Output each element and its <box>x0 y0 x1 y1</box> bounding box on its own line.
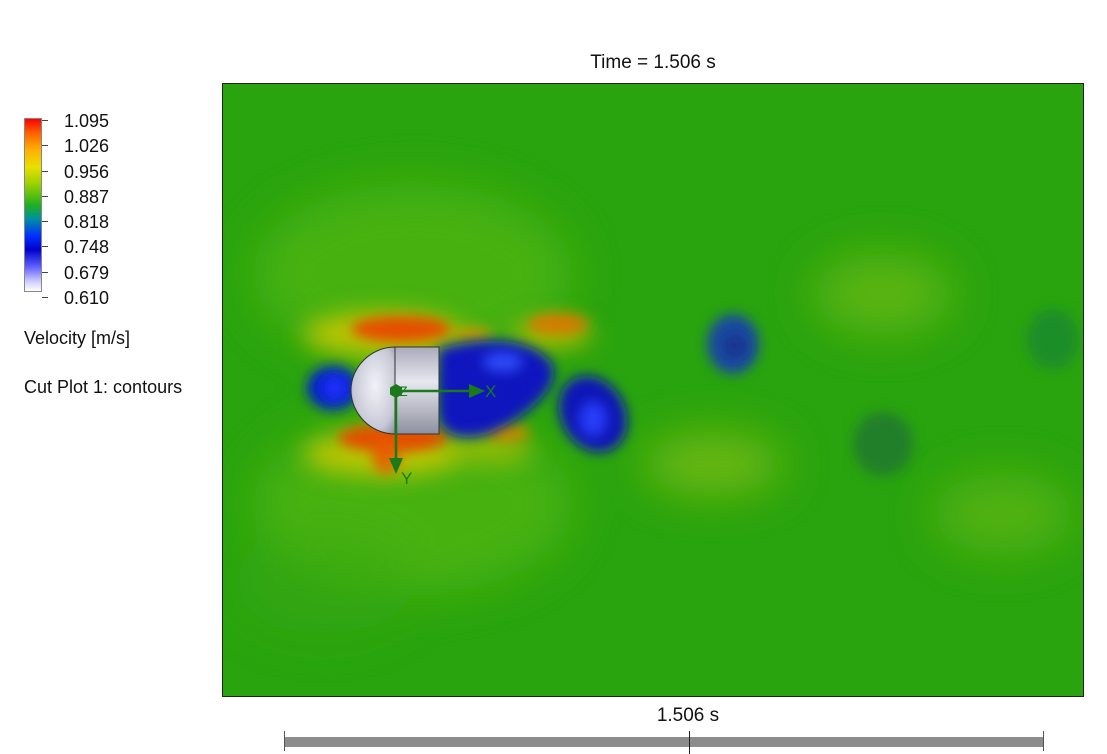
colorbar-tick: 0.679 <box>42 264 109 293</box>
stagnation-zone <box>307 366 359 410</box>
timeline-track[interactable] <box>284 737 1044 747</box>
velocity-contour-field: X Y Z <box>223 84 1083 696</box>
colorbar-tick: 1.095 <box>42 112 109 141</box>
colorbar-tick: 1.026 <box>42 137 109 166</box>
coordinate-triad: X Y Z <box>389 382 496 488</box>
timeline-time-readout: 1.506 s <box>656 705 720 726</box>
timeline-start-tick <box>284 731 285 751</box>
colorbar-tick: 0.887 <box>42 188 109 217</box>
colorbar-tick: 0.748 <box>42 238 109 267</box>
colorbar-tick: 0.956 <box>42 162 109 192</box>
quantity-label: Velocity [m/s] <box>24 328 131 348</box>
triad-y-label: Y <box>401 469 412 488</box>
wake-vortex-cores <box>483 334 747 437</box>
color-legend: 1.095 1.026 0.956 0.887 0.818 0.748 0.67… <box>24 112 214 307</box>
accel-zones-red <box>338 314 588 474</box>
colorbar-tick: 0.818 <box>42 213 109 242</box>
colorbar <box>24 118 42 292</box>
timeline-end-tick <box>1043 731 1044 751</box>
plot-title: Time = 1.506 s <box>590 52 716 73</box>
timeline-current-marker[interactable] <box>689 731 690 754</box>
colorbar-ticks: 1.095 1.026 0.956 0.887 0.818 0.748 0.67… <box>42 112 109 318</box>
triad-x-label: X <box>485 382 496 401</box>
cut-plot-viewport[interactable]: X Y Z <box>222 83 1084 697</box>
cut-plot-label: Cut Plot 1: contours <box>24 377 183 397</box>
colorbar-tick: 0.610 <box>42 289 109 318</box>
triad-z-label: Z <box>399 383 408 399</box>
